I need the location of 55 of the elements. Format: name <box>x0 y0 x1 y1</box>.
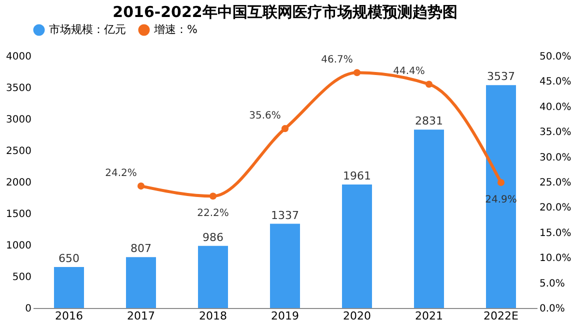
y2-tick-label: 30.0% <box>540 152 572 164</box>
chart-title: 2016-2022年中国互联网医疗市场规模预测趋势图 <box>112 3 458 21</box>
data-label: 44.4% <box>393 66 425 78</box>
data-label: 986 <box>202 230 224 244</box>
point <box>281 125 289 132</box>
y2-tick-label: 15.0% <box>540 228 572 239</box>
bar <box>486 85 516 308</box>
data-label: 2831 <box>415 114 443 128</box>
legend-label: 市场规模：亿元 <box>49 23 126 36</box>
data-label: 807 <box>130 242 152 256</box>
data-label: 22.2% <box>197 208 229 220</box>
bar <box>414 130 444 308</box>
bar <box>54 267 84 308</box>
x-tick-label: 2018 <box>199 310 227 322</box>
data-label: 35.6% <box>249 110 281 122</box>
x-tick-label: 2017 <box>127 310 155 322</box>
bar <box>126 257 156 308</box>
data-label: 1961 <box>343 169 371 182</box>
y-tick-label: 2000 <box>6 178 32 188</box>
y2-tick-label: 10.0% <box>540 253 572 264</box>
data-label: 1337 <box>271 208 299 222</box>
y2-tick-label: 25.0% <box>540 178 572 188</box>
point <box>353 69 361 76</box>
data-label: 46.7% <box>321 54 353 66</box>
y2-tick-label: 5.0% <box>540 278 565 290</box>
y-tick-label: 2500 <box>6 146 32 157</box>
bar <box>198 246 228 308</box>
y2-tick-label: 0.0% <box>540 304 565 314</box>
x-tick-label: 2021 <box>415 310 443 322</box>
point <box>497 178 505 186</box>
y2-tick-label: 20.0% <box>540 202 572 214</box>
y-tick-label: 1500 <box>6 209 32 220</box>
y-tick-label: 4000 <box>6 52 32 62</box>
bar <box>342 184 372 308</box>
y2-tick-label: 40.0% <box>540 102 572 113</box>
y-tick-label: 500 <box>12 272 32 283</box>
point <box>425 80 433 88</box>
data-label: 650 <box>58 252 80 266</box>
x-tick-label: 2020 <box>343 310 371 322</box>
point <box>137 182 145 190</box>
y2-tick-label: 35.0% <box>540 127 572 138</box>
y-tick-label: 0 <box>25 304 32 314</box>
y-tick-label: 3500 <box>6 83 32 94</box>
y2-tick-label: 45.0% <box>540 76 572 88</box>
y2-tick-label: 50.0% <box>540 52 572 62</box>
point <box>209 192 217 200</box>
y-tick-label: 1000 <box>6 240 32 252</box>
legend-label: 增速：% <box>153 23 198 36</box>
x-tick-label: 2019 <box>271 310 299 322</box>
x-tick-label: 2016 <box>55 310 83 322</box>
x-tick-label: 2022E <box>484 310 519 322</box>
data-label: 3537 <box>487 70 515 84</box>
data-label: 24.2% <box>105 168 137 180</box>
y-tick-label: 3000 <box>6 114 32 126</box>
bar <box>270 224 300 308</box>
